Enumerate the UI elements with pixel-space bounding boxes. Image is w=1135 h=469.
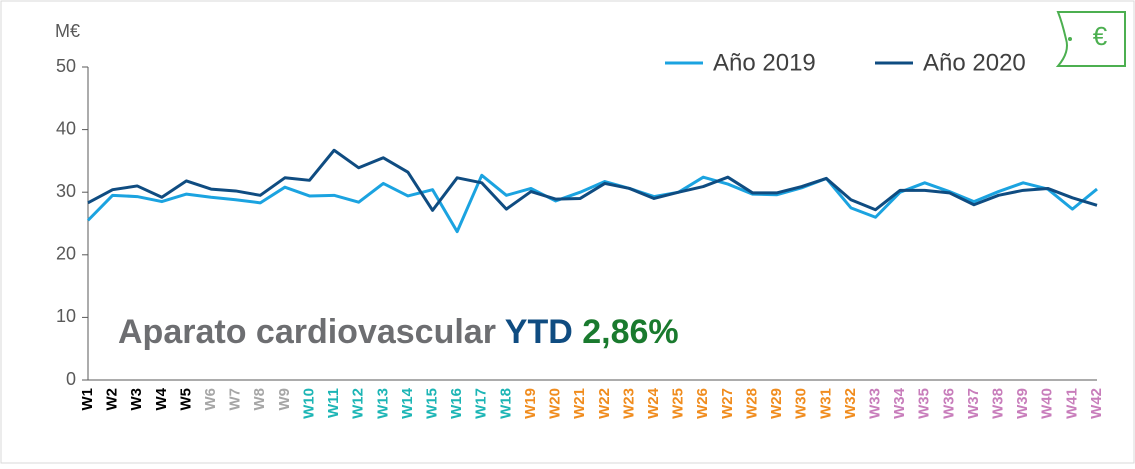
x-tick-label: W2 (104, 388, 121, 411)
x-tick-label: W16 (448, 388, 465, 419)
x-tick-label: W34 (891, 387, 908, 419)
x-tick-label: W11 (325, 388, 342, 418)
x-tick-label: W41 (1063, 388, 1080, 419)
x-tick-label: W4 (153, 387, 170, 410)
badge-text: € (1093, 21, 1108, 51)
x-tick-label: W32 (842, 388, 859, 419)
x-tick-label: W24 (645, 387, 662, 419)
x-tick-label: W36 (940, 388, 957, 419)
x-tick-label: W25 (670, 388, 687, 419)
x-tick-label: W27 (719, 388, 736, 419)
x-tick-label: W29 (768, 388, 785, 419)
y-tick-label: 50 (56, 56, 76, 76)
x-tick-label: W8 (251, 388, 268, 411)
y-tick-label: 40 (56, 118, 76, 138)
x-tick-label: W7 (227, 388, 244, 411)
series-line (86, 173, 1098, 234)
x-tick-label: W9 (276, 388, 293, 411)
x-tick-label: W21 (571, 388, 588, 419)
x-tick-label: W40 (1039, 388, 1056, 419)
legend-label: Año 2019 (713, 49, 816, 76)
series-line (87, 148, 1098, 212)
y-tick-label: 30 (56, 181, 76, 201)
x-tick-label: W12 (350, 388, 367, 419)
x-tick-label: W17 (473, 388, 490, 419)
badge-shape (1055, 11, 1126, 67)
x-tick-label: W22 (596, 388, 613, 419)
x-tick-label: W6 (202, 388, 219, 411)
x-tick-label: W18 (497, 388, 514, 419)
x-tick-label: W33 (866, 388, 883, 419)
x-tick-label: W14 (399, 387, 416, 419)
x-tick-label: W10 (300, 388, 317, 419)
x-tick-label: W3 (128, 388, 145, 411)
badge-dot (1068, 37, 1072, 41)
x-tick-label: W37 (965, 388, 982, 419)
x-tick-label: W30 (793, 388, 810, 419)
legend-label: Año 2020 (923, 49, 1026, 76)
x-tick-label: W35 (916, 388, 933, 419)
y-unit-label: M€ (55, 21, 80, 41)
x-tick-label: W31 (817, 388, 834, 419)
x-tick-label: W5 (177, 388, 194, 411)
x-tick-label: W38 (990, 388, 1007, 419)
x-tick-label: W15 (424, 388, 441, 419)
x-tick-label: W1 (79, 388, 96, 411)
x-tick-label: W39 (1014, 388, 1031, 419)
x-tick-label: W13 (374, 388, 391, 419)
x-tick-label: W28 (743, 388, 760, 419)
x-tick-label: W42 (1088, 388, 1105, 419)
x-tick-label: W19 (522, 388, 539, 419)
x-tick-label: W26 (694, 388, 711, 419)
y-tick-label: 10 (56, 306, 76, 326)
annotation: Aparato cardiovascular YTD 2,86% (118, 313, 679, 351)
x-tick-label: W23 (620, 388, 637, 419)
x-tick-label: W20 (547, 388, 564, 419)
y-tick-label: 0 (66, 369, 76, 389)
y-tick-label: 20 (56, 244, 76, 264)
